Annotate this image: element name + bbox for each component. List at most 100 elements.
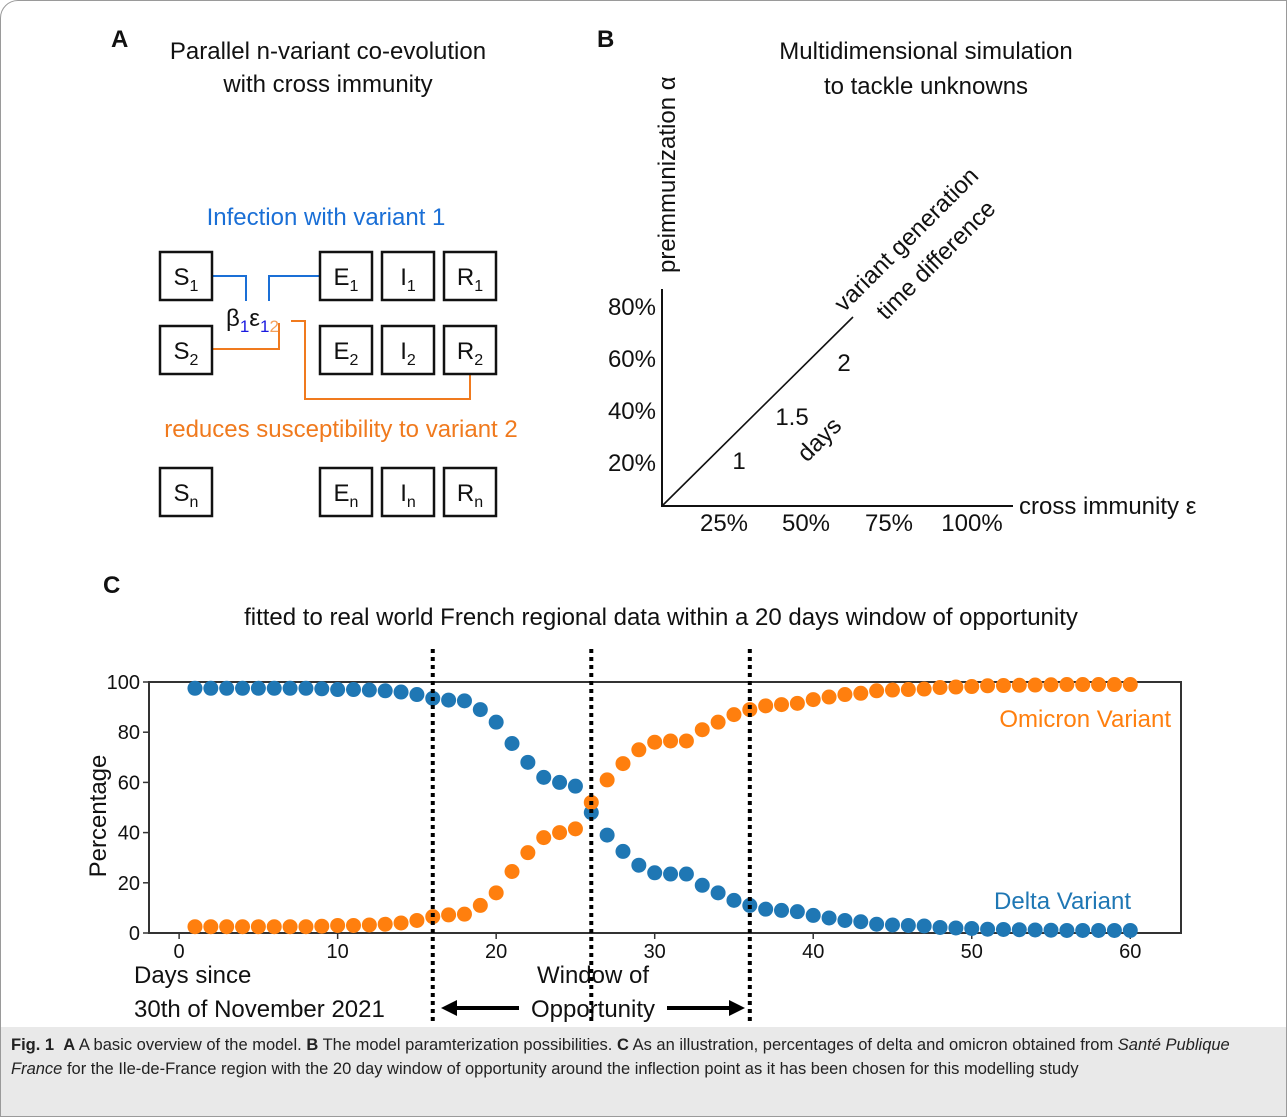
- label: S: [174, 338, 190, 365]
- caption-text: A basic overview of the model.: [78, 1036, 302, 1054]
- dot: [536, 769, 552, 785]
- dot: [472, 897, 488, 913]
- dot: [203, 680, 219, 696]
- dot: [694, 877, 710, 893]
- dot: [1122, 677, 1138, 693]
- dot: [1106, 922, 1122, 938]
- series-label: Omicron Variant: [999, 706, 1171, 733]
- x-axis-label: Days since: [134, 962, 251, 989]
- subscript: 2: [350, 352, 359, 369]
- dot: [235, 919, 251, 935]
- y-tick-label: 20%: [608, 450, 656, 477]
- panel-letter: C: [103, 572, 120, 599]
- dot: [520, 754, 536, 770]
- dot: [726, 707, 742, 723]
- dot: [837, 912, 853, 928]
- coupling: β1ε12: [226, 305, 279, 336]
- panel-title: Multidimensional simulation: [779, 38, 1072, 65]
- subscript: n: [190, 494, 199, 511]
- caption: Fig. 1 A A basic overview of the model. …: [1, 1027, 1286, 1116]
- dot: [1043, 922, 1059, 938]
- window-label: Window of: [537, 962, 649, 989]
- dot: [235, 680, 251, 696]
- dot: [678, 866, 694, 882]
- dot: [1075, 922, 1091, 938]
- label: R: [457, 264, 474, 291]
- dot: [726, 892, 742, 908]
- x-tick-label: 50%: [782, 510, 830, 537]
- subscript: 1: [350, 278, 359, 295]
- y-tick-label: 60%: [608, 346, 656, 373]
- dot: [900, 682, 916, 698]
- dot: [663, 733, 679, 749]
- compartment-label: R2: [457, 338, 483, 369]
- y-tick-label: 100: [107, 672, 140, 694]
- dot: [932, 680, 948, 696]
- connector: [212, 275, 247, 301]
- compartment: [318, 324, 374, 376]
- dot: [282, 919, 298, 935]
- dot: [948, 920, 964, 936]
- dot: [805, 692, 821, 708]
- y-axis-label: preimmunization α: [654, 76, 681, 273]
- dot: [1091, 677, 1107, 693]
- window-arrows: [441, 1000, 745, 1016]
- label: I: [400, 264, 407, 291]
- caption-text: The model paramterization possibilities.: [322, 1036, 613, 1054]
- dot: [615, 756, 631, 772]
- dot: [900, 917, 916, 933]
- subscript: n: [407, 494, 416, 511]
- compartment: [442, 250, 498, 302]
- dot: [187, 919, 203, 935]
- label: I: [400, 480, 407, 507]
- dot: [314, 681, 330, 697]
- dot: [409, 912, 425, 928]
- dot: [805, 907, 821, 923]
- dot: [742, 702, 758, 718]
- subscript: 1: [190, 278, 199, 295]
- dot: [219, 680, 235, 696]
- dot: [647, 734, 663, 750]
- dot: [853, 914, 869, 930]
- dot: [948, 679, 964, 695]
- dot: [995, 678, 1011, 694]
- infection-label: Infection with variant 1: [207, 204, 446, 231]
- compartment: [442, 466, 498, 518]
- dot: [266, 680, 282, 696]
- arrowhead: [441, 1000, 457, 1016]
- reduces-label: reduces susceptibility to variant 2: [164, 416, 518, 443]
- dot: [916, 681, 932, 697]
- dot: [1043, 677, 1059, 693]
- dot: [980, 678, 996, 694]
- dot: [995, 921, 1011, 937]
- dot: [456, 906, 472, 922]
- dot: [441, 692, 457, 708]
- dot: [1122, 922, 1138, 938]
- compartment: [318, 466, 374, 518]
- subscript: 2: [407, 352, 416, 369]
- label: S: [174, 264, 190, 291]
- dot: [488, 714, 504, 730]
- dot: [298, 919, 314, 935]
- dot: [599, 772, 615, 788]
- caption-italic: Santé Publique France: [11, 1036, 1230, 1078]
- dot: [1106, 677, 1122, 693]
- dot: [631, 857, 647, 873]
- dot: [345, 682, 361, 698]
- x-tick-label: 50: [961, 941, 983, 963]
- dot: [1027, 677, 1043, 693]
- connector: [268, 275, 320, 301]
- series-label: Delta Variant: [994, 888, 1131, 915]
- compartment-label: E1: [334, 264, 359, 295]
- dot: [567, 778, 583, 794]
- dot: [298, 680, 314, 696]
- param-axes: [661, 289, 1013, 507]
- x-tick-label: 75%: [865, 510, 913, 537]
- subscript: n: [350, 494, 359, 511]
- compartment-label: I1: [400, 264, 416, 295]
- arrowhead: [729, 1000, 745, 1016]
- dot: [789, 695, 805, 711]
- subscript: n: [474, 494, 483, 511]
- dot: [964, 679, 980, 695]
- dot: [1027, 922, 1043, 938]
